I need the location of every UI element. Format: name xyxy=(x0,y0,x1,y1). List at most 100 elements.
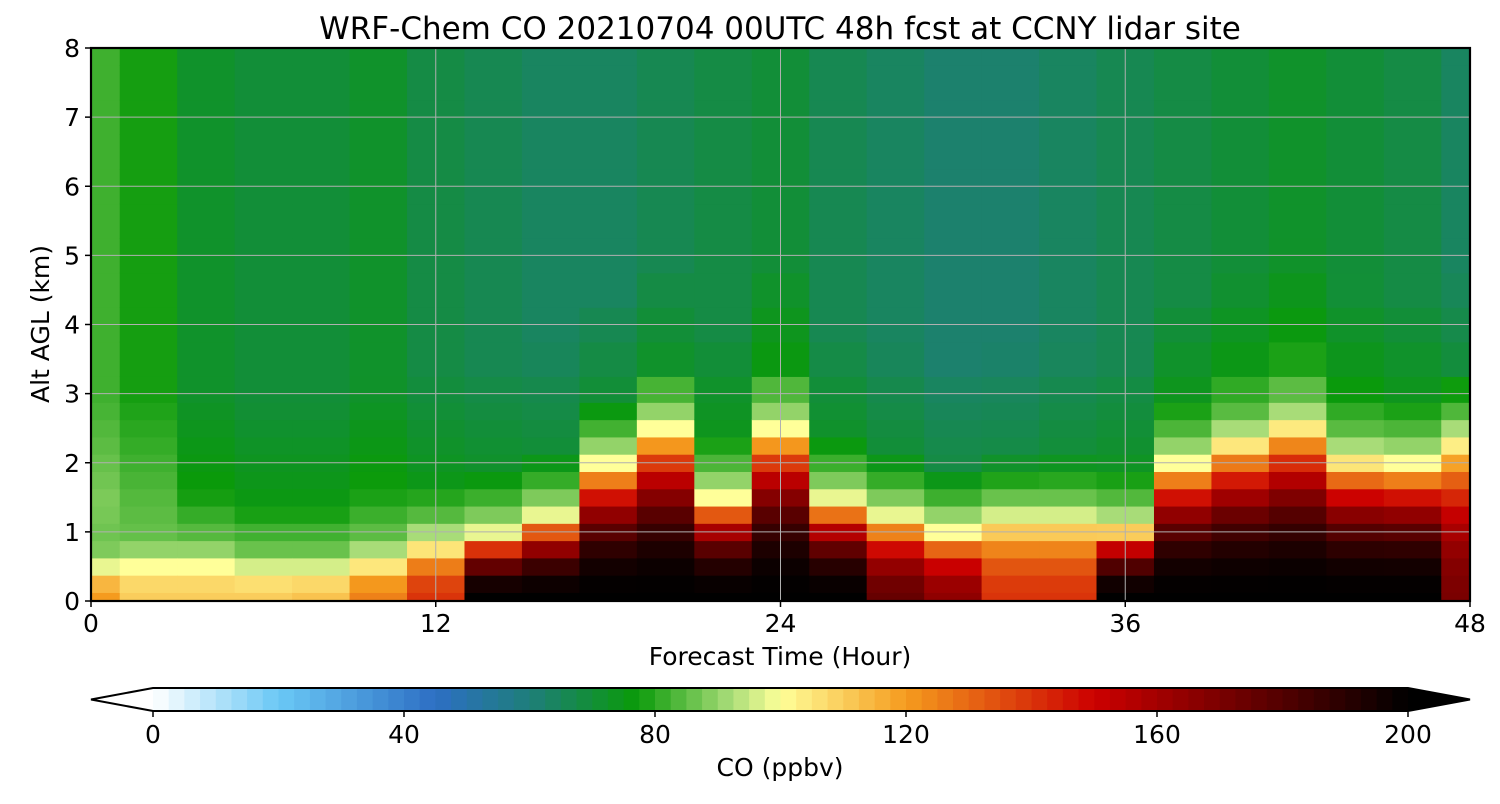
heatmap-cell xyxy=(91,341,121,377)
heatmap-cell xyxy=(1441,557,1470,576)
heatmap-cell xyxy=(521,471,580,490)
heatmap-cell xyxy=(464,436,523,455)
heatmap-cell xyxy=(866,557,925,576)
heatmap-cell xyxy=(234,65,293,101)
heatmap-cell xyxy=(809,272,868,308)
heatmap-cell xyxy=(292,341,351,377)
colorbar-segment xyxy=(419,688,436,711)
heatmap-cell xyxy=(521,48,580,66)
heatmap-cell xyxy=(119,134,178,170)
heatmap-cell xyxy=(464,48,523,66)
heatmap-cell xyxy=(119,203,178,239)
heatmap-cell xyxy=(91,471,121,490)
heatmap-cell xyxy=(636,402,695,421)
heatmap-cell xyxy=(1211,471,1270,490)
y-tick-label: 1 xyxy=(64,518,80,547)
heatmap-cell xyxy=(177,134,236,170)
colorbar-segment xyxy=(906,688,923,711)
colorbar-segment xyxy=(325,688,342,711)
heatmap-cell xyxy=(579,419,638,438)
heatmap-cell xyxy=(349,540,408,559)
heatmap-cell xyxy=(1441,436,1470,455)
heatmap-cell xyxy=(464,592,523,601)
heatmap-cell xyxy=(349,48,408,66)
heatmap-cell xyxy=(91,575,121,593)
heatmap-cell xyxy=(464,505,523,524)
heatmap-cell xyxy=(464,134,523,170)
colorbar-segment xyxy=(1313,688,1331,711)
heatmap-cell xyxy=(636,471,695,490)
colorbar-segment xyxy=(482,688,499,711)
heatmap-cell xyxy=(1326,505,1385,524)
heatmap-cell xyxy=(694,592,753,601)
colorbar-segment xyxy=(262,688,279,711)
heatmap-cell xyxy=(292,48,351,66)
colorbar-segment xyxy=(1376,688,1393,711)
colorbar-segment xyxy=(1392,688,1409,711)
heatmap-cell xyxy=(694,272,753,308)
heatmap-cell xyxy=(1153,272,1213,308)
heatmap-cell xyxy=(1153,592,1213,601)
heatmap-cell xyxy=(1211,575,1270,593)
heatmap-cell xyxy=(177,575,236,593)
heatmap-cell xyxy=(1211,134,1270,170)
heatmap-cell xyxy=(694,65,753,101)
colorbar-segment xyxy=(796,688,813,711)
heatmap-cell xyxy=(636,557,695,576)
colorbar-segment xyxy=(984,688,1001,711)
heatmap-cell xyxy=(924,376,983,403)
colorbar-segment xyxy=(670,688,687,711)
heatmap-cell xyxy=(349,376,408,403)
heatmap-cell xyxy=(349,134,408,170)
heatmap-cell xyxy=(694,471,753,490)
heatmap-cell xyxy=(866,48,925,66)
heatmap-cell xyxy=(924,436,983,455)
heatmap-cell xyxy=(521,341,580,377)
heatmap-cell xyxy=(349,575,408,593)
heatmap-cell xyxy=(521,65,580,101)
heatmap-cell xyxy=(924,488,983,507)
x-tick-label: 36 xyxy=(1109,609,1141,638)
colorbar-segment xyxy=(435,688,452,711)
colorbar-segment xyxy=(498,688,515,711)
heatmap-cell xyxy=(1268,341,1327,377)
heatmap-cell xyxy=(1441,272,1470,308)
colorbar-tick-label: 0 xyxy=(145,720,161,749)
heatmap-cell xyxy=(924,471,983,490)
heatmap-cell xyxy=(866,419,925,438)
heatmap-cell xyxy=(694,134,753,170)
heatmap-cell xyxy=(464,575,523,593)
heatmap-cell xyxy=(349,402,408,421)
heatmap-cell xyxy=(177,272,236,308)
heatmap-cell xyxy=(1441,402,1470,421)
colorbar-segment xyxy=(764,688,781,711)
heatmap-cell xyxy=(177,540,236,559)
heatmap-cell xyxy=(234,557,293,576)
heatmap-cell xyxy=(1441,376,1470,403)
heatmap-cell xyxy=(1326,402,1385,421)
heatmap-cell xyxy=(1039,488,1098,507)
colorbar-segment xyxy=(592,688,609,711)
colorbar-segment xyxy=(404,688,421,711)
heatmap-cell xyxy=(924,65,983,101)
heatmap-cell xyxy=(521,272,580,308)
heatmap-cell xyxy=(924,203,983,239)
heatmap-cell xyxy=(1211,488,1270,507)
heatmap-cell xyxy=(177,65,236,101)
heatmap-cell xyxy=(809,134,868,170)
colorbar-segment xyxy=(560,688,578,711)
heatmap-cell xyxy=(579,540,638,559)
colorbar-tick-label: 160 xyxy=(1133,720,1181,749)
heatmap-cell xyxy=(234,575,293,593)
heatmap-cell xyxy=(1211,557,1270,576)
colorbar-segment xyxy=(1015,688,1032,711)
heatmap-cell xyxy=(1039,505,1098,524)
heatmap-cell xyxy=(1153,488,1213,507)
heatmap-cell xyxy=(1039,436,1098,455)
colorbar-segment xyxy=(1282,688,1299,711)
heatmap-cell xyxy=(292,575,351,593)
heatmap-cell xyxy=(1268,471,1327,490)
heatmap-cell xyxy=(579,488,638,507)
heatmap-cell xyxy=(1383,48,1442,66)
